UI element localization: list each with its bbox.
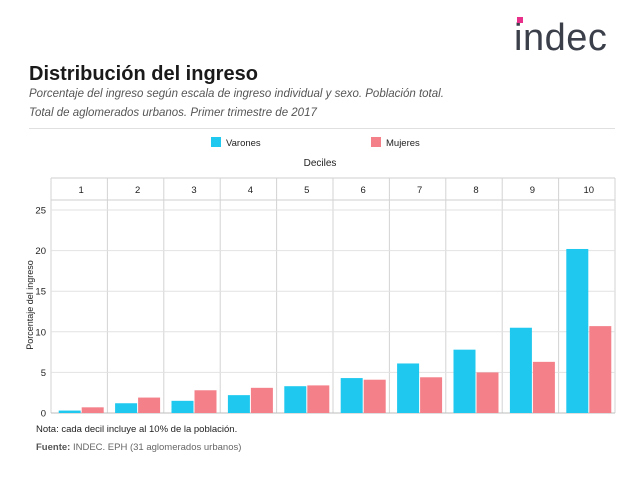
bar-varones — [509, 327, 532, 413]
bar-mujeres — [81, 407, 104, 413]
y-tick-labels: 0 5 10 15 20 25 — [35, 206, 46, 420]
legend-label-mujeres: Mujeres — [386, 138, 420, 149]
legend-swatch-mujeres — [371, 137, 381, 147]
y-axis-title: Porcentaje del ingreso — [25, 260, 35, 350]
bar-mujeres — [250, 387, 273, 413]
bar-varones — [171, 400, 194, 413]
decile-label: 2 — [135, 185, 140, 196]
bar-mujeres — [532, 361, 555, 413]
decile-label: 5 — [304, 185, 309, 196]
svg-text:indec: indec — [514, 17, 607, 59]
income-distribution-chart: Varones Mujeres Deciles Porcentaje del i… — [25, 137, 616, 420]
bar-mujeres — [194, 390, 217, 413]
bar-mujeres — [138, 397, 161, 413]
bar-varones — [340, 378, 363, 413]
subtitle-line-2: Total de aglomerados urbanos. Primer tri… — [29, 107, 317, 119]
y-tick-label: 25 — [35, 206, 46, 217]
bar-mujeres — [589, 326, 612, 413]
decile-label: 10 — [584, 185, 595, 196]
chart-note: Nota: cada decil incluye al 10% de la po… — [36, 424, 238, 435]
bar-varones — [58, 410, 81, 413]
decile-label: 4 — [248, 185, 253, 196]
header-divider — [29, 128, 615, 129]
bar-varones — [284, 386, 307, 413]
y-tick-label: 20 — [35, 246, 46, 257]
source-label: Fuente: — [36, 442, 71, 453]
bar-varones — [453, 349, 476, 413]
decile-label: 7 — [417, 185, 422, 196]
bars — [58, 248, 612, 413]
bar-varones — [566, 248, 589, 413]
bar-varones — [115, 403, 138, 413]
y-tick-label: 10 — [35, 327, 46, 338]
bar-mujeres — [420, 377, 443, 413]
decile-label: 8 — [473, 185, 478, 196]
legend-label-varones: Varones — [226, 138, 261, 149]
x-axis-title: Deciles — [304, 158, 337, 169]
bar-varones — [227, 395, 250, 413]
bar-mujeres — [476, 372, 499, 413]
y-tick-label: 0 — [41, 409, 46, 420]
indec-logo: indec — [514, 14, 626, 60]
y-tick-label: 5 — [41, 368, 46, 379]
legend-swatch-varones — [211, 137, 221, 147]
subtitle-line-1: Porcentaje del ingreso según escala de i… — [29, 88, 444, 100]
decile-label: 1 — [79, 185, 84, 196]
bar-mujeres — [363, 379, 386, 413]
decile-label: 3 — [191, 185, 196, 196]
page-title: Distribución del ingreso — [29, 63, 258, 85]
decile-label: 9 — [530, 185, 535, 196]
source-text: INDEC. EPH (31 aglomerados urbanos) — [72, 442, 242, 453]
legend: Varones Mujeres — [211, 137, 420, 149]
bar-mujeres — [307, 385, 330, 413]
decile-label: 6 — [361, 185, 366, 196]
y-tick-label: 15 — [35, 287, 46, 298]
decile-labels: 1 2 3 4 5 6 7 8 9 10 — [79, 185, 595, 196]
chart-source: Fuente: INDEC. EPH (31 aglomerados urban… — [36, 442, 241, 453]
bar-varones — [397, 363, 420, 413]
